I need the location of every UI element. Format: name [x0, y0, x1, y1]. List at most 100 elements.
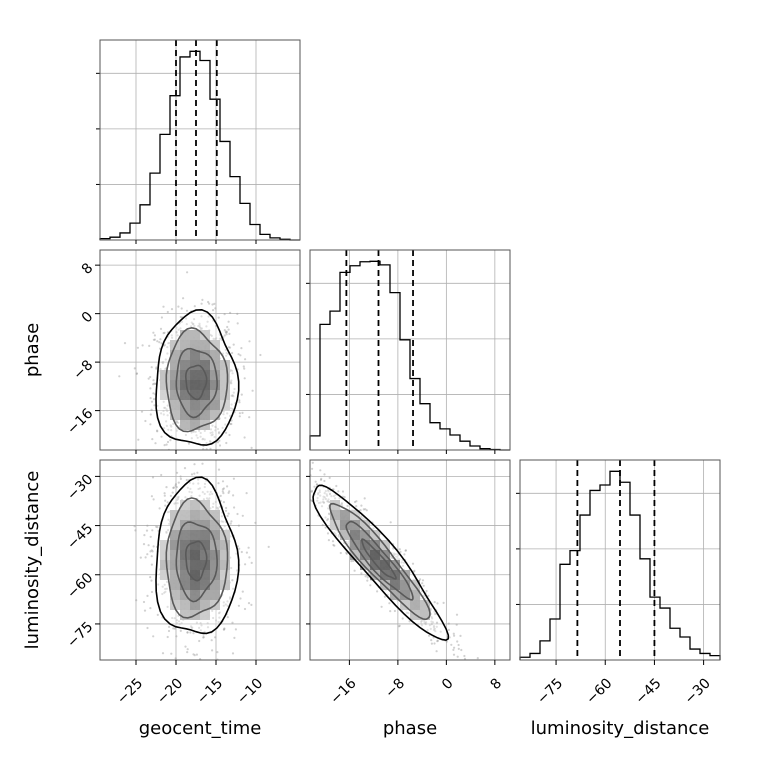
scatter-point	[175, 330, 178, 334]
scatter-point	[176, 622, 179, 625]
scatter-point	[203, 492, 206, 495]
scatter-point	[175, 619, 179, 622]
scatter-point	[316, 499, 319, 502]
scatter-point	[193, 472, 196, 475]
scatter-point	[223, 627, 226, 630]
y-tick-label-phase: −8	[70, 357, 96, 383]
x-tick-label-luminosity-distance: −60	[583, 675, 615, 707]
scatter-point	[206, 661, 208, 663]
scatter-point	[326, 532, 330, 535]
scatter-point	[190, 626, 193, 629]
scatter-point	[146, 594, 149, 598]
scatter-point	[452, 632, 455, 635]
scatter-point	[380, 605, 383, 608]
density-cell	[200, 500, 210, 510]
density-cell	[190, 370, 200, 380]
scatter-point	[318, 491, 321, 494]
scatter-point	[321, 524, 324, 527]
x-tick-label-geocent-time: −20	[154, 675, 186, 707]
scatter-point	[457, 669, 459, 671]
scatter-point	[155, 367, 158, 370]
scatter-point	[389, 610, 392, 613]
scatter-point	[166, 580, 169, 584]
scatter-point	[185, 309, 189, 312]
scatter-point	[158, 507, 161, 510]
scatter-point	[154, 382, 157, 386]
scatter-point	[190, 321, 193, 324]
scatter-point	[216, 651, 219, 654]
scatter-point	[231, 372, 234, 375]
scatter-point	[476, 657, 479, 660]
y-tick-label-phase: 0	[79, 309, 97, 327]
scatter-point	[198, 494, 201, 497]
scatter-point	[189, 631, 192, 634]
scatter-point	[424, 622, 427, 625]
scatter-point	[217, 432, 220, 435]
scatter-point	[186, 631, 189, 634]
density-cell	[190, 540, 200, 550]
scatter-point	[429, 607, 432, 611]
scatter-point	[457, 647, 460, 651]
density-cell	[180, 400, 190, 410]
hist-step-luminosity-distance	[519, 470, 721, 660]
scatter-point	[153, 382, 156, 385]
x-axis-label-phase: phase	[383, 718, 437, 739]
scatter-point	[152, 398, 156, 401]
density-cell	[200, 610, 210, 620]
scatter-point	[133, 525, 136, 528]
density-cell	[160, 380, 170, 390]
scatter-point	[206, 626, 210, 629]
scatter-point	[221, 480, 225, 483]
density-cell	[180, 520, 190, 530]
scatter-point	[235, 569, 239, 572]
scatter-point	[241, 514, 244, 517]
scatter-point	[225, 354, 228, 357]
scatter-point	[335, 484, 338, 488]
scatter-point	[232, 477, 235, 480]
scatter-point	[150, 366, 153, 369]
scatter-point	[211, 431, 214, 434]
scatter-point	[224, 423, 227, 426]
scatter-point	[214, 426, 217, 429]
density-cell	[180, 590, 190, 600]
density-cell	[180, 540, 190, 550]
scatter-point	[221, 352, 225, 355]
scatter-point	[317, 492, 320, 495]
scatter-point	[229, 311, 232, 314]
scatter-point	[169, 439, 172, 442]
scatter-point	[173, 617, 176, 620]
scatter-point	[319, 478, 323, 481]
scatter-point	[327, 507, 330, 510]
scatter-point	[140, 410, 144, 413]
scatter-point	[362, 508, 365, 511]
scatter-point	[228, 332, 231, 335]
scatter-point	[389, 521, 392, 524]
density-cell	[220, 570, 230, 580]
y-tick-label-luminosity-distance: −75	[64, 619, 96, 651]
scatter-point	[191, 626, 194, 629]
scatter-point	[398, 558, 401, 561]
scatter-point	[307, 508, 309, 510]
scatter-point	[343, 496, 346, 499]
scatter-point	[403, 553, 406, 556]
scatter-point	[188, 687, 190, 689]
density-cell	[210, 380, 220, 390]
scatter-point	[222, 604, 225, 607]
scatter-point	[324, 526, 327, 529]
scatter-point	[430, 623, 433, 626]
scatter-point	[180, 307, 183, 310]
scatter-point	[337, 490, 340, 493]
scatter-point	[163, 583, 166, 586]
density-cell	[170, 540, 180, 550]
scatter-point	[199, 435, 202, 438]
scatter-point	[208, 440, 212, 443]
scatter-point	[151, 550, 154, 553]
hist-panel-geocent-time	[96, 39, 301, 241]
scatter-point	[322, 498, 325, 501]
scatter-point	[324, 497, 327, 501]
scatter-point	[191, 458, 193, 460]
scatter-point	[267, 545, 270, 549]
scatter-point	[227, 512, 230, 515]
scatter-point	[184, 496, 187, 499]
scatter-point	[196, 454, 198, 456]
